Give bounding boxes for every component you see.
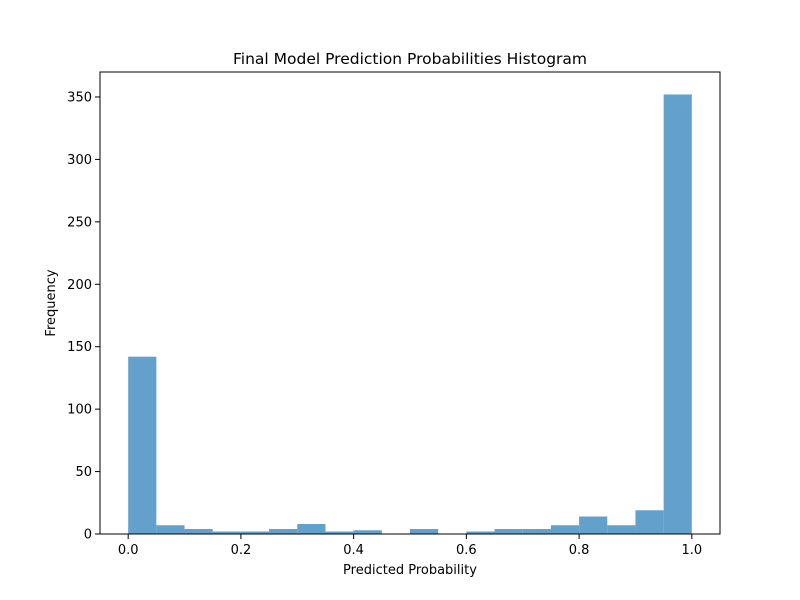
histogram-bar (269, 529, 298, 534)
y-tick-label: 100 (67, 403, 92, 418)
y-axis-ticks: 0 50 100 150 200 250 300 350 (67, 90, 100, 543)
x-axis-ticks: 0.0 0.2 0.4 0.6 0.8 1.0 (118, 534, 702, 558)
histogram-bar (297, 524, 326, 534)
y-tick-label: 150 (67, 340, 92, 355)
y-tick-label: 350 (67, 90, 92, 105)
x-tick-label: 1.0 (681, 543, 702, 558)
histogram-bar (128, 356, 157, 534)
histogram-bar (353, 530, 382, 534)
plot-frame (99, 71, 721, 535)
x-tick-label: 0.4 (343, 543, 364, 558)
y-tick-label: 250 (67, 215, 92, 230)
bars-layer (128, 94, 692, 534)
histogram-bar (663, 94, 692, 534)
histogram-bar (466, 531, 495, 534)
histogram-bar (240, 531, 270, 534)
histogram-bar (325, 531, 354, 534)
histogram-bar (635, 510, 664, 534)
histogram-bar (550, 525, 580, 534)
histogram-bar (410, 529, 439, 534)
histogram-bar (579, 516, 608, 534)
y-tick-label: 0 (84, 528, 92, 543)
y-tick-label: 50 (75, 465, 92, 480)
histogram-bar (156, 525, 185, 534)
y-axis-title: Frequency (44, 269, 59, 336)
x-tick-label: 0.0 (118, 543, 139, 558)
y-tick-label: 200 (67, 278, 92, 293)
histogram-bar (607, 525, 636, 534)
histogram-bar (212, 531, 241, 534)
histogram-bar (184, 529, 213, 534)
y-tick-label: 300 (67, 153, 92, 168)
x-tick-label: 0.8 (569, 543, 590, 558)
histogram-bar (494, 529, 523, 534)
x-tick-label: 0.2 (231, 543, 252, 558)
x-tick-label: 0.6 (456, 543, 477, 558)
histogram-bar (522, 529, 551, 534)
x-axis-title: Predicted Probability (343, 563, 477, 578)
chart-title: Final Model Prediction Probabilities His… (233, 50, 587, 68)
